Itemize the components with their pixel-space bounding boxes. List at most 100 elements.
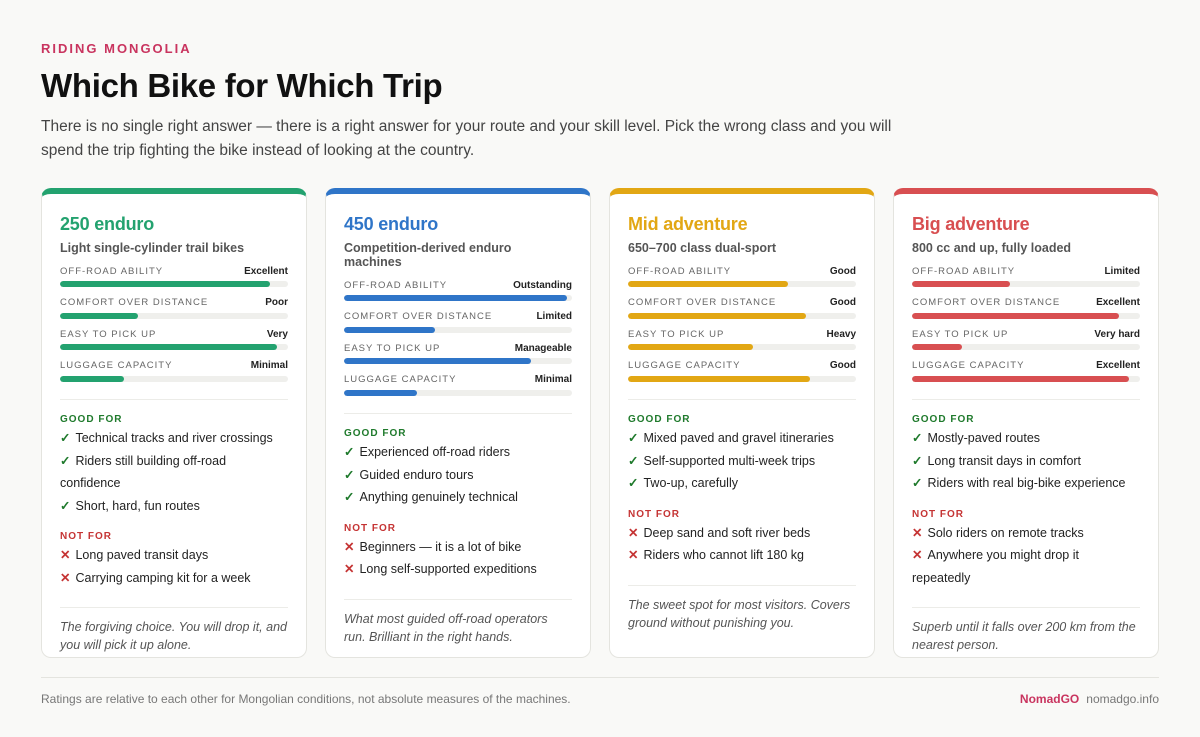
rating-track — [628, 312, 856, 319]
rating-bar — [344, 326, 436, 333]
rating-value: Good — [829, 360, 856, 371]
card-subtitle: Competition-derived enduro machines — [344, 241, 512, 269]
rating-track — [344, 358, 572, 364]
rating-value: Excellent — [1096, 297, 1140, 308]
rating-head: LUGGAGE CAPACITY Minimal — [344, 373, 572, 387]
rating-label: OFF-ROAD ABILITY — [912, 265, 1016, 277]
rating-head: OFF-ROAD ABILITY Excellent — [60, 264, 288, 278]
rating-value: Outstanding — [513, 279, 572, 291]
not-list: Beginners — it is a lot of bikeLong self… — [344, 536, 572, 581]
rating-label: OFF-ROAD ABILITY — [628, 265, 732, 277]
rating-track — [628, 344, 856, 350]
good-item: Technical tracks and river crossings — [60, 427, 288, 450]
footer-note: Ratings are relative to each other for M… — [41, 692, 571, 706]
rating-row: COMFORT OVER DISTANCE Limited — [344, 310, 572, 342]
not-heading: NOT FOR — [628, 508, 680, 520]
rating-bar — [912, 375, 1129, 382]
not-item: Solo riders on remote tracks — [912, 522, 1140, 545]
rating-label: EASY TO PICK UP — [60, 328, 157, 340]
card-note: The forgiving choice. You will drop it, … — [60, 607, 288, 654]
rating-head: EASY TO PICK UP Heavy — [628, 327, 856, 341]
rating-row: OFF-ROAD ABILITY Excellent — [60, 264, 288, 296]
good-item: Riders still building off-road confidenc… — [60, 450, 288, 495]
good-heading: GOOD FOR — [60, 414, 123, 425]
card-subtitle: 800 cc and up, fully loaded — [912, 241, 1072, 255]
not-item: Riders who cannot lift 180 kg — [628, 544, 856, 567]
rating-bar — [628, 281, 788, 287]
rating-track — [60, 375, 288, 382]
rating-bar — [912, 344, 963, 350]
bike-card: 250 enduro Light single-cylinder trail bi… — [41, 188, 307, 658]
rating-label: COMFORT OVER DISTANCE — [628, 297, 777, 308]
rating-bar — [912, 281, 1011, 287]
good-item: Guided enduro tours — [344, 464, 572, 487]
not-item: Long self-supported expeditions — [344, 558, 572, 581]
rating-label: LUGGAGE CAPACITY — [912, 360, 1025, 371]
rating-row: EASY TO PICK UP Very hard — [912, 327, 1140, 359]
not-item: Anywhere you might drop it repeatedly — [912, 544, 1140, 589]
rating-label: OFF-ROAD ABILITY — [344, 279, 448, 291]
rating-bar — [628, 375, 811, 382]
footer: Ratings are relative to each other for M… — [41, 677, 1159, 706]
divider — [344, 413, 572, 414]
footer-brand-block: NomadGO nomadgo.info — [1020, 692, 1159, 706]
rating-value: Excellent — [1096, 360, 1140, 371]
rating-row: LUGGAGE CAPACITY Minimal — [60, 359, 288, 391]
card-title: Mid adventure — [628, 214, 748, 234]
rating-label: EASY TO PICK UP — [628, 328, 725, 340]
rating-row: LUGGAGE CAPACITY Good — [628, 359, 856, 391]
card-title: 450 enduro — [344, 214, 439, 234]
rating-value: Good — [829, 265, 856, 277]
rating-bar — [344, 295, 568, 301]
good-heading: GOOD FOR — [628, 414, 691, 425]
rating-value: Poor — [265, 297, 288, 308]
not-list: Deep sand and soft river bedsRiders who … — [628, 522, 856, 567]
rating-row: LUGGAGE CAPACITY Excellent — [912, 359, 1140, 391]
rating-bar — [344, 389, 417, 396]
rating-value: Very hard — [1094, 328, 1140, 340]
rating-bar — [628, 344, 754, 350]
good-item: Mixed paved and gravel itineraries — [628, 427, 856, 450]
rating-row: EASY TO PICK UP Very — [60, 327, 288, 359]
not-item: Carrying camping kit for a week — [60, 567, 288, 590]
rating-label: LUGGAGE CAPACITY — [60, 360, 173, 371]
rating-value: Limited — [536, 311, 572, 322]
good-item: Short, hard, fun routes — [60, 495, 288, 518]
rating-head: OFF-ROAD ABILITY Good — [628, 264, 856, 278]
rating-bar — [60, 281, 270, 287]
intro: There is no single right answer — there … — [41, 118, 892, 159]
rating-track — [344, 389, 572, 396]
rating-head: EASY TO PICK UP Very hard — [912, 327, 1140, 341]
rating-value: Heavy — [826, 328, 856, 340]
rating-row: COMFORT OVER DISTANCE Good — [628, 296, 856, 328]
rating-row: COMFORT OVER DISTANCE Poor — [60, 296, 288, 328]
card-title: Big adventure — [912, 214, 1030, 234]
rating-head: COMFORT OVER DISTANCE Good — [628, 296, 856, 310]
card-title: 250 enduro — [60, 214, 155, 234]
not-item: Beginners — it is a lot of bike — [344, 536, 572, 559]
site: nomadgo.info — [1086, 692, 1159, 706]
rating-label: EASY TO PICK UP — [912, 328, 1009, 340]
good-item: Riders with real big-bike experience — [912, 472, 1140, 495]
good-item: Self-supported multi-week trips — [628, 450, 856, 473]
rating-label: LUGGAGE CAPACITY — [344, 374, 457, 385]
rating-head: OFF-ROAD ABILITY Outstanding — [344, 278, 572, 292]
rating-label: COMFORT OVER DISTANCE — [60, 297, 209, 308]
rating-track — [912, 375, 1140, 382]
rating-value: Minimal — [534, 374, 572, 385]
ratings: OFF-ROAD ABILITY Limited COMFORT OVER DIST… — [912, 264, 1140, 390]
rating-head: OFF-ROAD ABILITY Limited — [912, 264, 1140, 278]
rating-head: EASY TO PICK UP Manageable — [344, 341, 572, 355]
rating-row: OFF-ROAD ABILITY Good — [628, 264, 856, 296]
divider — [60, 399, 288, 400]
rating-value: Limited — [1104, 265, 1140, 277]
rating-value: Very — [266, 328, 288, 340]
ratings: OFF-ROAD ABILITY Outstanding COMFORT OVER … — [344, 278, 572, 404]
rating-label: LUGGAGE CAPACITY — [628, 360, 741, 371]
rating-track — [60, 312, 288, 319]
not-item: Deep sand and soft river beds — [628, 522, 856, 545]
rating-track — [60, 281, 288, 287]
not-heading: NOT FOR — [60, 531, 112, 542]
rating-bar — [60, 344, 277, 350]
